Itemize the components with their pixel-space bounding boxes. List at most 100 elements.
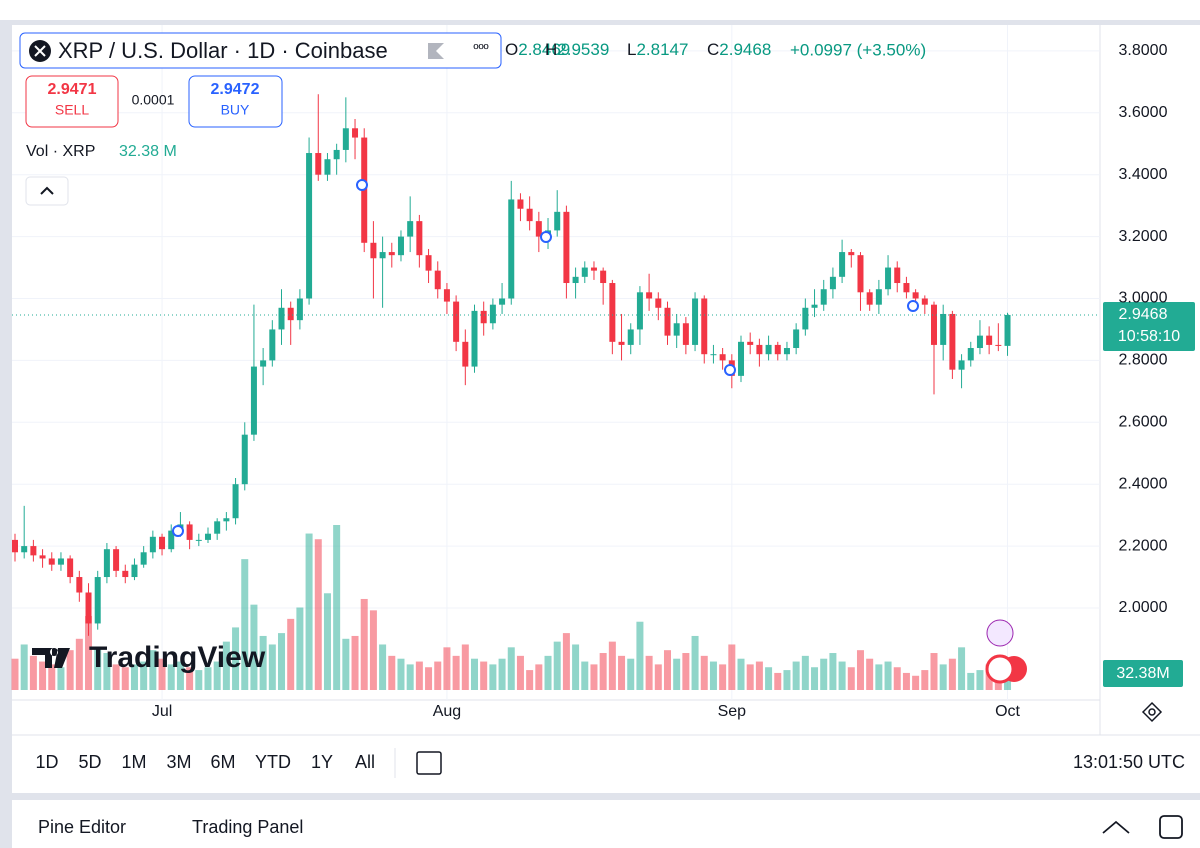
candle-body: [186, 524, 193, 540]
volume-bar: [774, 672, 782, 690]
candle-body: [21, 546, 28, 553]
range-button[interactable]: YTD: [255, 752, 291, 772]
candle-body: [857, 255, 864, 293]
volume-bar: [507, 647, 515, 690]
range-button[interactable]: 3M: [166, 752, 191, 772]
event-marker[interactable]: [907, 300, 919, 312]
volume-bar: [544, 655, 552, 690]
volume-bar: [498, 658, 506, 690]
change: +0.0997 (+3.50%): [790, 40, 926, 59]
candle-body: [738, 341, 745, 376]
maximize-icon[interactable]: [1159, 815, 1183, 839]
volume-bar: [406, 664, 414, 690]
price-label-box: [1103, 301, 1195, 351]
volume-bar: [902, 672, 910, 690]
panel-tab[interactable]: Trading Panel: [192, 817, 303, 837]
ai-icon[interactable]: [986, 619, 1014, 647]
candle-body: [967, 348, 974, 361]
more-button[interactable]: ººº: [473, 41, 488, 57]
candle-body: [636, 292, 643, 330]
candle-body: [159, 536, 166, 550]
current-price-label: 2.9468 10:58:10: [1103, 301, 1195, 351]
volume-bar: [57, 667, 65, 690]
candle-body: [462, 341, 469, 367]
candle-body: [39, 555, 46, 559]
candle-body: [535, 221, 542, 237]
date-range-icon[interactable]: [416, 751, 442, 775]
sell-button[interactable]: [25, 75, 119, 128]
volume-bar: [186, 667, 194, 690]
collapse-button[interactable]: [25, 176, 69, 206]
candle-body: [489, 304, 496, 324]
event-marker[interactable]: [172, 525, 184, 537]
candle-body: [324, 159, 331, 175]
candle-body: [747, 341, 754, 345]
y-tick-label: 3.4000: [1119, 166, 1168, 183]
candle-body: [875, 289, 882, 305]
volume-bar: [673, 658, 681, 690]
volume-bar: [792, 661, 800, 690]
symbol-icon-x: [34, 45, 46, 57]
volume-bar: [323, 593, 331, 690]
c-value: 2.9468: [719, 40, 771, 59]
volume-bar: [599, 653, 607, 690]
volume-bar: [296, 607, 304, 690]
volume-bar: [526, 670, 534, 690]
range-button[interactable]: 1D: [35, 752, 58, 772]
candle-body: [204, 533, 211, 540]
candle-body: [149, 536, 156, 553]
volume-bar: [691, 635, 699, 690]
event-marker[interactable]: [724, 364, 736, 376]
candle-body: [241, 434, 248, 485]
volume-bar: [829, 653, 837, 690]
candle-body: [168, 530, 175, 550]
buy-price: 2.9472: [211, 81, 260, 98]
event-marker[interactable]: [356, 179, 368, 191]
candle-body: [453, 301, 460, 342]
event-marker[interactable]: [540, 231, 552, 243]
volume-bar: [342, 638, 350, 690]
volume-bar: [737, 658, 745, 690]
candle-body: [315, 153, 322, 175]
volume-bar: [535, 664, 543, 690]
candle-body: [250, 366, 257, 435]
volume-bar: [682, 653, 690, 690]
volume-bar: [369, 610, 377, 690]
range-button[interactable]: 1Y: [311, 752, 333, 772]
symbol-box[interactable]: [19, 32, 502, 69]
candle-body: [480, 310, 487, 324]
volume-bar: [627, 658, 635, 690]
candle-body: [885, 267, 892, 290]
volume-bar: [94, 647, 102, 690]
volume-bar: [912, 675, 920, 690]
range-button[interactable]: 6M: [210, 752, 235, 772]
expand-icon[interactable]: [1102, 820, 1130, 834]
volume-bar: [121, 667, 129, 690]
volume-bar: [948, 658, 956, 690]
volume-bar: [618, 655, 626, 690]
x-tick-label: Sep: [718, 703, 747, 720]
buy-button[interactable]: [188, 75, 283, 128]
volume-bar: [360, 598, 368, 690]
price-label: 2.9468: [1119, 306, 1168, 323]
volume-bar: [645, 655, 653, 690]
candle-body: [214, 521, 221, 534]
flag-event-icon[interactable]: [985, 654, 1015, 684]
volume-bar: [232, 627, 240, 690]
o-value: 2.8469: [518, 40, 570, 59]
volume-bar: [801, 655, 809, 690]
volume-bar: [259, 635, 267, 690]
range-button[interactable]: 5D: [78, 752, 101, 772]
volume-bar: [112, 664, 120, 690]
volume-bar: [140, 661, 148, 690]
volume-bar: [663, 650, 671, 690]
range-button[interactable]: All: [355, 752, 375, 772]
settings-icon[interactable]: [1141, 701, 1163, 723]
candle-body: [352, 128, 359, 138]
candle-body: [12, 539, 18, 553]
candle-body: [76, 577, 83, 593]
range-button[interactable]: 1M: [121, 752, 146, 772]
panel-tab[interactable]: Pine Editor: [38, 817, 126, 837]
settings-icon-dot: [1148, 708, 1156, 716]
candle-body: [269, 329, 276, 361]
